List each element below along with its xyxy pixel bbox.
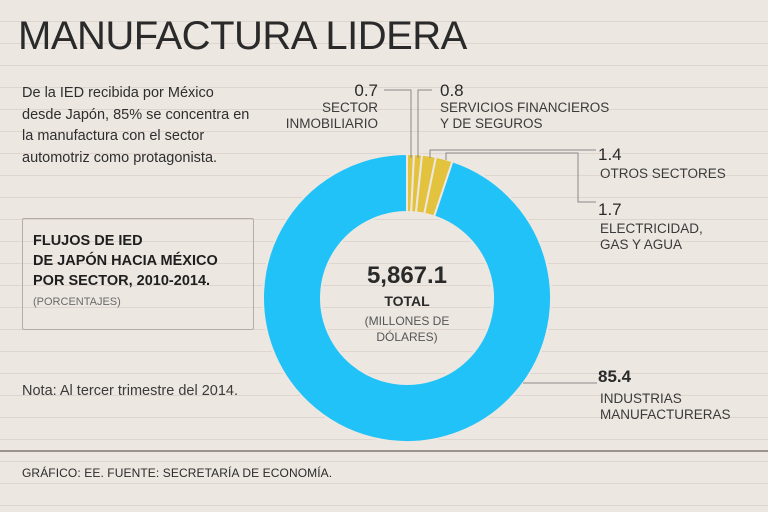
center-total-label: TOTAL (384, 293, 430, 309)
slice-value-label-4: 1.7 (598, 200, 622, 219)
slice-category-label-3-1: OTROS SECTORES (600, 166, 726, 181)
source-credit: GRÁFICO: EE. FUENTE: SECRETARÍA DE ECONO… (22, 466, 333, 480)
center-unit-line-1: (MILLONES DE (365, 314, 450, 328)
footer-divider (0, 450, 768, 452)
leader-line-1 (384, 89, 412, 158)
slice-category-label-2-1: SERVICIOS FINANCIEROS (440, 100, 609, 115)
box-title-line-2: DE JAPÓN HACIA MÉXICO (33, 253, 218, 269)
donut-slices (262, 152, 552, 443)
center-unit-line-2: DÓLARES) (376, 329, 437, 344)
slice-category-label-5-1: INDUSTRIAS (600, 391, 682, 406)
intro-text: De la IED recibida por México desde Japó… (22, 85, 250, 166)
slice-value-label-5: 85.4 (598, 367, 632, 386)
footnote: Nota: Al tercer trimestre del 2014. (22, 383, 238, 399)
leader-line-4 (445, 152, 596, 203)
leader-lines (384, 89, 597, 384)
slice-value-label-2: 0.8 (440, 81, 464, 100)
box-title-line-3: POR SECTOR, 2010-2014. (33, 273, 211, 289)
slice-value-label-3: 1.4 (598, 145, 622, 164)
slice-category-label-4-2: GAS Y AGUA (600, 237, 682, 252)
donut-slice-5 (262, 152, 552, 443)
slice-category-label-2-2: Y DE SEGUROS (440, 116, 543, 131)
box-subtitle: (PORCENTAJES) (33, 296, 121, 308)
slice-category-label-4-1: ELECTRICIDAD, (600, 221, 703, 236)
leader-line-2 (417, 89, 432, 158)
donut-center: 5,867.1 TOTAL (MILLONES DE DÓLARES) (365, 262, 450, 344)
leader-line-3 (429, 149, 596, 158)
center-total-value: 5,867.1 (367, 262, 447, 289)
chart-info-box: FLUJOS DE IED DE JAPÓN HACIA MÉXICO POR … (22, 218, 254, 330)
slice-category-label-1-1: SECTOR (322, 100, 378, 115)
box-title: FLUJOS DE IED DE JAPÓN HACIA MÉXICO POR … (33, 231, 243, 291)
slice-category-label-5-2: MANUFACTURERAS (600, 407, 731, 422)
slice-category-label-1-2: INMOBILIARIO (286, 116, 378, 131)
page-title: MANUFACTURA LIDERA (18, 14, 467, 58)
box-title-line-1: FLUJOS DE IED (33, 233, 143, 249)
slice-value-label-1: 0.7 (354, 81, 378, 100)
